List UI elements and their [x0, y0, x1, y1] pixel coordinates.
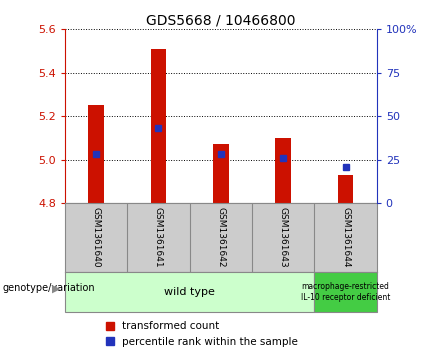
Title: GDS5668 / 10466800: GDS5668 / 10466800 [146, 14, 296, 28]
Text: GSM1361641: GSM1361641 [154, 207, 163, 268]
Bar [275, 138, 291, 203]
Bar [65, 272, 314, 312]
Bar [338, 175, 353, 203]
Text: ▶: ▶ [52, 284, 61, 293]
Text: GSM1361644: GSM1361644 [341, 207, 350, 268]
Legend: transformed count, percentile rank within the sample: transformed count, percentile rank withi… [101, 317, 302, 351]
Bar [314, 272, 377, 312]
Text: macrophage-restricted
IL-10 receptor deficient: macrophage-restricted IL-10 receptor def… [301, 282, 390, 302]
Bar [88, 105, 104, 203]
Bar [213, 144, 229, 203]
Text: GSM1361640: GSM1361640 [92, 207, 100, 268]
Bar [151, 49, 166, 203]
Text: genotype/variation: genotype/variation [2, 284, 95, 293]
Text: wild type: wild type [164, 287, 215, 297]
Text: GSM1361642: GSM1361642 [216, 207, 225, 268]
Text: GSM1361643: GSM1361643 [279, 207, 288, 268]
